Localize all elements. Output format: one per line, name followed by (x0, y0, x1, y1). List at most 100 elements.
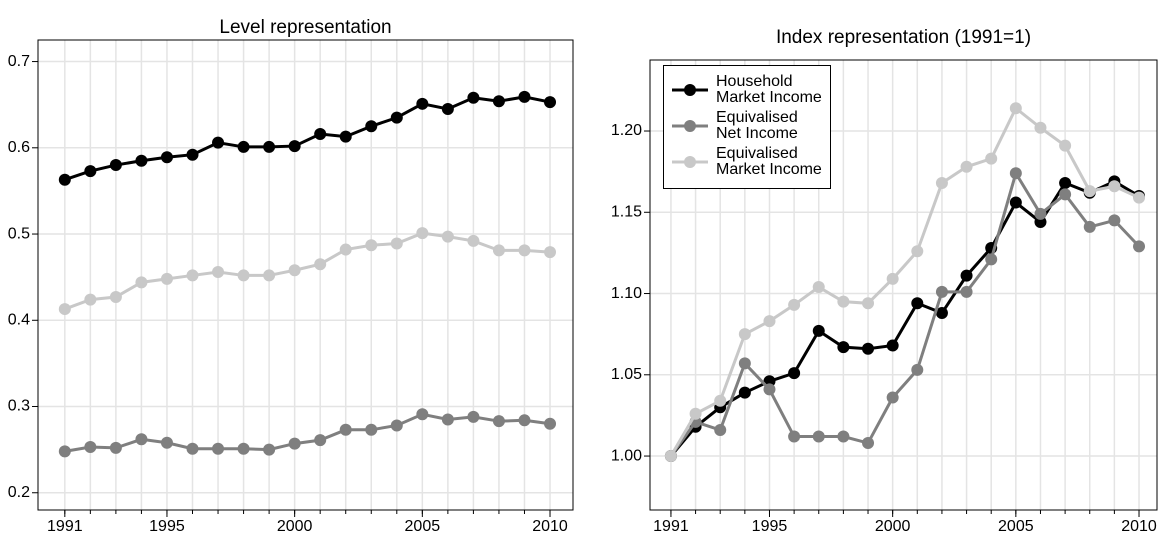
data-point (416, 227, 429, 240)
legend-swatch (672, 156, 708, 168)
data-point (84, 441, 97, 454)
data-point (135, 276, 148, 289)
data-point (812, 430, 825, 443)
data-point (763, 383, 776, 396)
data-point (1108, 180, 1121, 193)
data-point (985, 152, 998, 165)
legend-label: Household Market Income (716, 73, 822, 106)
data-point (314, 434, 327, 447)
y-tick-label: 0.6 (8, 139, 30, 156)
data-point (109, 441, 122, 454)
data-point (763, 315, 776, 328)
x-tick-label: 2000 (875, 518, 911, 535)
data-point (714, 424, 727, 437)
data-point (416, 97, 429, 110)
data-point (390, 419, 403, 432)
data-point (263, 443, 276, 456)
data-point (416, 408, 429, 421)
data-point (1034, 121, 1047, 134)
data-point (1133, 191, 1146, 204)
data-point (788, 430, 801, 443)
data-point (911, 297, 924, 310)
data-point (886, 272, 899, 285)
data-point (314, 128, 327, 140)
legend-swatch (672, 120, 708, 132)
data-point (862, 297, 875, 310)
data-point (365, 239, 378, 252)
data-point (186, 269, 199, 282)
data-point (788, 367, 801, 380)
legend-swatch (672, 84, 708, 96)
data-point (837, 295, 850, 308)
data-point (960, 269, 973, 282)
data-point (812, 324, 825, 337)
data-point (518, 414, 531, 427)
data-point (1059, 177, 1072, 190)
data-point (288, 264, 301, 277)
x-tick-label: 2010 (1121, 518, 1157, 535)
data-point (135, 433, 148, 446)
data-point (263, 269, 276, 282)
data-point (1034, 207, 1047, 220)
data-point (441, 230, 454, 243)
legend-item: Household Market Income (672, 74, 822, 106)
data-point (58, 173, 71, 186)
data-point (862, 342, 875, 355)
data-point (186, 442, 199, 455)
data-point (960, 285, 973, 298)
data-point (1059, 139, 1072, 152)
data-point (467, 410, 480, 423)
x-tick-label: 2005 (998, 518, 1034, 535)
x-tick-label: 1991 (653, 518, 689, 535)
data-point (160, 151, 173, 164)
series-line (669, 179, 1140, 458)
data-point (58, 303, 71, 316)
data-point (109, 159, 122, 172)
y-tick-label: 0.3 (8, 398, 30, 415)
data-point (467, 234, 480, 247)
data-point (1083, 185, 1096, 198)
y-tick-label: 1.20 (611, 122, 642, 139)
data-point (441, 413, 454, 426)
data-point (1133, 240, 1146, 253)
data-point (339, 423, 352, 436)
data-point (365, 423, 378, 436)
legend-label: Equivalised Net Income (716, 109, 798, 142)
data-point (544, 417, 557, 430)
y-tick-label: 1.05 (611, 366, 642, 383)
data-point (812, 281, 825, 294)
data-point (862, 437, 875, 450)
legend-item: Equivalised Market Income (672, 146, 822, 178)
data-point (544, 96, 557, 109)
data-point (689, 407, 702, 420)
plot-frame (649, 59, 1158, 511)
data-point (1083, 220, 1096, 233)
data-point (109, 290, 122, 303)
data-point (911, 363, 924, 376)
data-point (160, 272, 173, 285)
data-point (1108, 214, 1121, 227)
data-point (237, 269, 250, 282)
x-tick-label: 1995 (149, 518, 185, 535)
data-point (1009, 167, 1022, 180)
data-point (339, 130, 352, 143)
data-point (390, 111, 403, 124)
data-point (935, 307, 948, 320)
data-point (288, 140, 301, 153)
x-tick-label: 2005 (405, 518, 441, 535)
data-point (960, 160, 973, 173)
data-point (237, 140, 250, 153)
data-point (492, 415, 505, 428)
data-point (314, 258, 327, 271)
legend-item: Equivalised Net Income (672, 110, 822, 142)
data-point (84, 165, 97, 178)
plot-frame (37, 39, 574, 511)
x-tick-label: 2010 (532, 518, 568, 535)
data-point (911, 245, 924, 258)
data-point (212, 265, 225, 278)
data-point (441, 102, 454, 115)
legend: Household Market Income Equivalised Net I… (663, 65, 831, 189)
data-point (935, 285, 948, 298)
